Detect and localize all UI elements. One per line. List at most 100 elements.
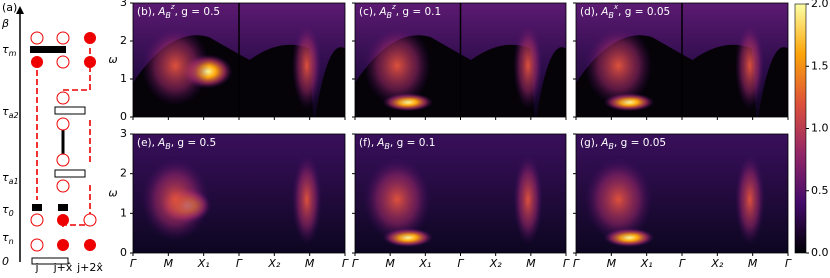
panel-symbol: A bbox=[376, 137, 384, 149]
warm-region bbox=[584, 157, 653, 242]
time-base: β bbox=[1, 17, 9, 30]
panel: (b), ABz, g = 0.5 0 1 2 3 ω bbox=[108, 0, 346, 123]
panel-label: (a) bbox=[2, 1, 17, 14]
x-tick-label: Γ bbox=[236, 257, 243, 270]
panel-tag: (g), bbox=[580, 137, 598, 149]
panel-param: , g = 0.05 bbox=[618, 6, 670, 18]
warm-region bbox=[513, 154, 543, 245]
bond bbox=[58, 204, 68, 211]
panel-label: (e), AB, g = 0.5 bbox=[137, 137, 216, 151]
x-tick-label: Γ bbox=[563, 257, 570, 270]
bond bbox=[54, 106, 86, 115]
x-tick-label: Γ bbox=[457, 257, 464, 270]
x-tick-label: M bbox=[164, 257, 174, 270]
dark-region bbox=[536, 47, 566, 117]
x-tick-label: Γ bbox=[679, 257, 686, 270]
x-tick-label: X₂ bbox=[489, 257, 503, 270]
colorbar-tick-label: 0.5 bbox=[811, 184, 829, 197]
y-tick-label: 0 bbox=[120, 110, 127, 123]
panel-tag: (f), bbox=[359, 137, 374, 149]
time-sub: a2 bbox=[9, 111, 19, 120]
panel-param: , g = 0.05 bbox=[614, 137, 666, 149]
x-tick-label: M bbox=[305, 257, 315, 270]
time-sub: a1 bbox=[9, 177, 19, 186]
x-tick-label: M bbox=[526, 257, 536, 270]
panel-sub: B bbox=[608, 142, 614, 151]
colorbar-tick-label: 1.0 bbox=[811, 122, 829, 135]
warm-region bbox=[735, 154, 765, 245]
time-label: τa1 bbox=[2, 171, 19, 186]
x-tick-label: X₁ bbox=[197, 257, 210, 270]
panel-sub: B bbox=[384, 142, 390, 151]
y-tick-label: 1 bbox=[120, 206, 127, 219]
warm-region bbox=[292, 22, 322, 110]
time-label: τ0 bbox=[2, 203, 14, 218]
time-label: τm bbox=[2, 43, 17, 58]
panel-param: , g = 0.1 bbox=[396, 6, 442, 18]
panel-sub: B bbox=[165, 142, 171, 151]
panel-tag: (e), bbox=[137, 137, 155, 149]
y-tick-label: 3 bbox=[120, 0, 127, 9]
dark-region bbox=[315, 47, 345, 117]
time-label: 0 bbox=[2, 255, 9, 268]
panel-param: , g = 0.1 bbox=[390, 137, 436, 149]
time-sub: 0 bbox=[9, 209, 14, 218]
time-base: τ bbox=[2, 43, 9, 56]
warm-region bbox=[141, 157, 210, 242]
warm-region bbox=[292, 154, 322, 245]
colorbar-tick-label: 1.5 bbox=[811, 59, 829, 72]
panel-label: (d), ABx, g = 0.05 bbox=[580, 3, 670, 20]
y-tick-label: 2 bbox=[120, 167, 127, 180]
time-label: β bbox=[1, 17, 9, 30]
warm-region bbox=[363, 157, 431, 242]
bond bbox=[54, 169, 86, 178]
panel-sub: B bbox=[165, 11, 171, 20]
x-tick-label: Γ bbox=[785, 257, 792, 270]
site-label: j bbox=[34, 261, 38, 274]
x-tick-label: M bbox=[748, 257, 758, 270]
y-tick-label: 0 bbox=[120, 246, 127, 259]
x-tick-label: Γ bbox=[573, 257, 580, 270]
bond bbox=[31, 257, 69, 265]
warm-region bbox=[141, 25, 210, 106]
time-label: τa2 bbox=[2, 105, 19, 120]
x-tick-label: X₂ bbox=[710, 257, 724, 270]
panel-label: (c), ABz, g = 0.1 bbox=[359, 3, 441, 20]
panel: (f), AB, g = 0.1 Γ M X₁ Γ X₂ M Γ bbox=[352, 133, 570, 270]
x-tick-label: X₂ bbox=[267, 257, 281, 270]
time-base: τ bbox=[2, 231, 9, 244]
diagram bbox=[16, 6, 97, 265]
warm-region bbox=[513, 22, 543, 110]
dark-region bbox=[758, 47, 788, 117]
panel-label: (g), AB, g = 0.05 bbox=[580, 137, 666, 151]
colorbar-tick-label: 0.0 bbox=[811, 246, 829, 259]
x-tick-label: Γ bbox=[342, 257, 349, 270]
x-tick-label: X₁ bbox=[640, 257, 653, 270]
panel-sub: B bbox=[608, 11, 614, 20]
bond bbox=[30, 46, 66, 53]
y-axis-label: ω bbox=[108, 187, 117, 200]
warm-region bbox=[363, 25, 431, 106]
colorbar bbox=[794, 3, 807, 254]
arrow-head bbox=[16, 6, 24, 14]
panel-sup: x bbox=[613, 3, 619, 11]
time-base: τ bbox=[2, 171, 9, 184]
panel-sup: z bbox=[391, 3, 396, 11]
panel-tag: (d), bbox=[580, 6, 598, 18]
warm-region bbox=[584, 25, 653, 106]
site-label: j+x̂ bbox=[53, 261, 73, 274]
time-sub: m bbox=[9, 49, 17, 58]
panel-symbol: A bbox=[378, 6, 386, 18]
panel: (c), ABz, g = 0.1 bbox=[352, 2, 567, 120]
panel: (d), ABx, g = 0.05 bbox=[573, 2, 789, 120]
x-tick-label: M bbox=[607, 257, 617, 270]
time-sub: n bbox=[9, 237, 14, 246]
panel-sub: B bbox=[387, 11, 393, 20]
panel-tag: (b), bbox=[137, 6, 155, 18]
panel-param: , g = 0.5 bbox=[175, 6, 221, 18]
y-tick-label: 2 bbox=[120, 34, 127, 47]
warm-region bbox=[735, 22, 765, 110]
y-tick-label: 1 bbox=[120, 72, 127, 85]
panel-label: (f), AB, g = 0.1 bbox=[359, 137, 435, 151]
